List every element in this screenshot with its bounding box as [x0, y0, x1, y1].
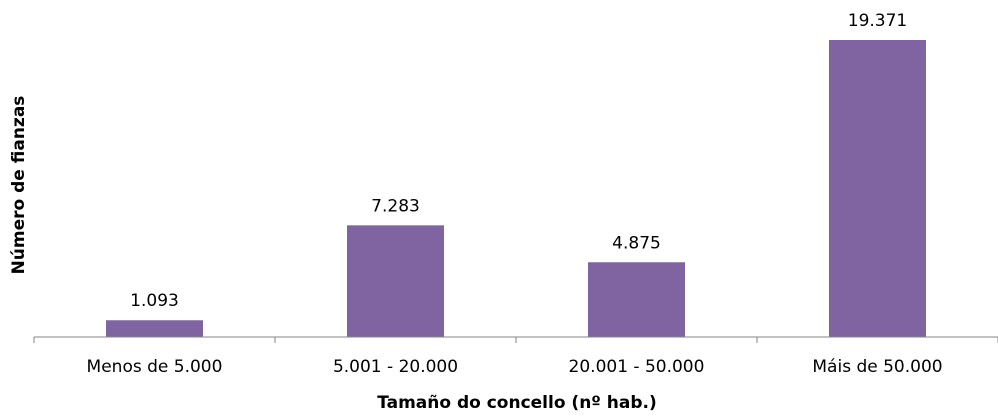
x-axis-tick-labels: Menos de 5.000 5.001 - 20.000 20.001 - 50.…: [87, 357, 943, 377]
x-axis-ticks: [33, 337, 998, 343]
y-axis-title: Número de fianzas: [9, 96, 29, 275]
x-axis-title: Tamaño do concello (nº hab.): [377, 393, 657, 413]
bar: [829, 40, 926, 337]
bar-value-label: 4.875: [612, 233, 661, 253]
bar-value-label: 1.093: [130, 291, 179, 311]
x-tick-label: 20.001 - 50.000: [569, 357, 705, 377]
bar-value-label: 7.283: [371, 196, 420, 216]
bar: [347, 225, 444, 337]
bar: [106, 320, 203, 337]
x-tick-label: Máis de 50.000: [812, 357, 942, 377]
x-tick-label: Menos de 5.000: [87, 357, 223, 377]
bars-group: [106, 40, 926, 337]
value-labels-group: 1.093 7.283 4.875 19.371: [130, 11, 907, 311]
x-tick-label: 5.001 - 20.000: [333, 357, 458, 377]
bar-value-label: 19.371: [848, 11, 907, 31]
bar: [588, 262, 685, 337]
